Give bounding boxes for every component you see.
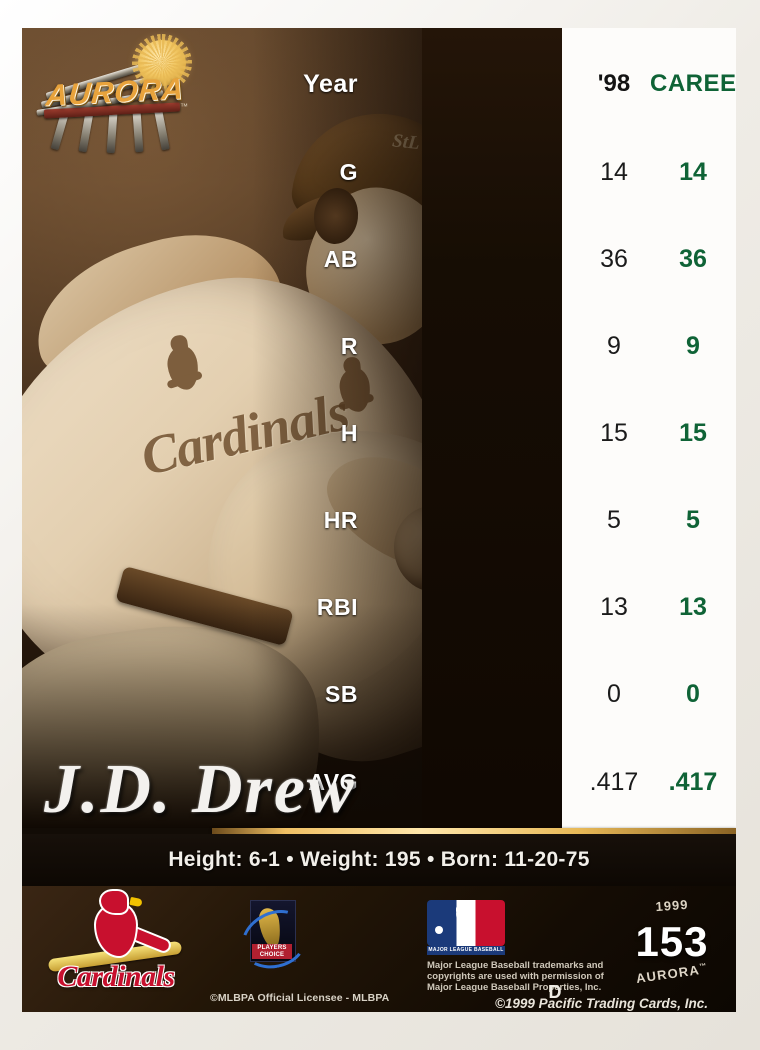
stat-label-column-bg [422,28,562,828]
stat-season-value: 15 [600,418,628,447]
variation-code: D [548,982,562,1002]
stat-season-value: 9 [607,331,621,360]
stat-row-rbi: RBI 13 13 [22,587,736,627]
stat-season-value: .417 [589,767,639,796]
mlb-batter-head-icon [456,903,470,915]
stat-season-value: 0 [607,679,621,708]
stat-row-ab: AB 36 36 [22,239,736,279]
stat-label: SB [325,680,358,707]
stat-label: H [340,419,358,446]
stat-season-value: 14 [600,157,628,186]
bio-text: Height: 6-1 • Weight: 195 • Born: 11-20-… [168,848,590,871]
players-choice-tag: PLAYERS CHOICE [252,944,292,959]
cardinals-team-logo: Cardinals [40,891,192,1002]
stat-season-value: 36 [600,244,628,273]
baseball-card-back: StL Cardinals AURORA ™ Year '98 CAREER [22,28,736,1012]
mlbpa-logo: PLAYERS CHOICE [231,899,317,977]
aurora-beam-icon [154,109,170,151]
stat-season-value: 13 [600,592,628,621]
stat-career-value: 36 [679,244,707,273]
mlb-emblem-icon [427,900,505,946]
stat-row-g: G 14 14 [22,152,736,192]
stat-label: AB [323,245,358,272]
stat-row-hr: HR 5 5 [22,500,736,540]
player-signature: J.D. Drew [44,751,356,828]
stat-career-value: 13 [679,592,707,621]
stats-header-row: Year '98 CAREER [22,64,736,104]
copyright-line: ©1999 Pacific Trading Cards, Inc. [494,996,708,1011]
stat-label: G [339,158,358,185]
stats-white-panel [562,28,736,828]
stat-career-value: 15 [679,418,707,447]
stat-career-value: 14 [679,157,707,186]
aurora-footer-tm: ™ [698,962,709,971]
stat-career-value: .417 [668,767,718,796]
aurora-tm-mark: ™ [180,102,188,111]
aurora-sun-icon [132,34,192,92]
mlbpa-caption: ©MLBPA Official Licensee - MLBPA [210,992,390,1004]
stat-career-value: 9 [686,331,700,360]
aurora-beam-icon [106,112,118,154]
cardinal-bird-icon [96,891,136,956]
card-number-badge: 1999 153 AURORA™ [618,897,726,994]
stat-label: HR [323,506,358,533]
mlb-legal-text: Major League Baseball trademarks and cop… [427,960,604,993]
stat-row-avg: AVG .417 .417 [22,762,736,802]
stat-career-value: 0 [686,679,700,708]
stat-season-value: 5 [607,505,621,534]
stat-row-r: R 9 9 [22,326,736,366]
mlb-baseball-icon [435,926,443,934]
card-year: 1999 [655,896,689,915]
stats-header-career: CAREER [650,70,736,97]
mlb-strip-label: MAJOR LEAGUE BASEBALL [427,946,505,955]
stat-label: RBI [316,593,358,620]
stats-header-season: '98 [597,70,631,97]
card-number: 153 [635,918,709,965]
stat-label: R [340,332,358,359]
stat-label: AVG [308,768,358,795]
stats-header-label: Year [303,69,358,98]
stat-career-value: 5 [686,505,700,534]
mlb-logo: MAJOR LEAGUE BASEBALL Major League Baseb… [427,900,604,993]
bio-bar: Height: 6-1 • Weight: 195 • Born: 11-20-… [22,834,736,886]
aurora-brand-logo: AURORA ™ [30,34,202,154]
stat-row-h: H 15 15 [22,413,736,453]
aurora-beam-icon [78,111,94,153]
aurora-beam-icon [132,111,144,153]
card-footer: Cardinals PLAYERS CHOICE ©MLBPA Official … [22,886,736,1012]
gold-divider-rule [212,828,736,834]
stat-row-sb: SB 0 0 [22,674,736,714]
cardinals-wordmark: Cardinals [57,960,175,993]
